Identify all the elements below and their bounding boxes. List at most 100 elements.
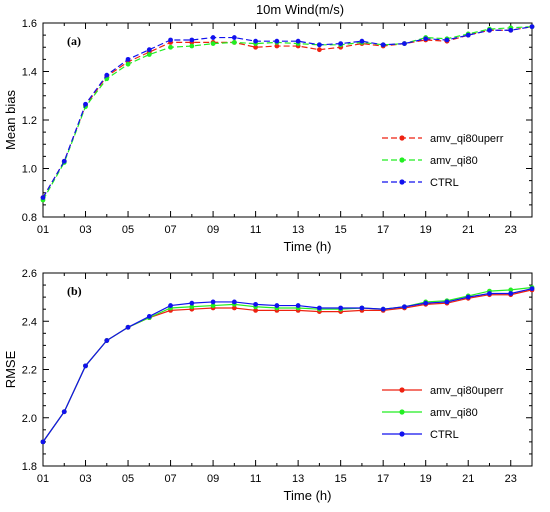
panel-b: 01 03 05 07 09 11 13 15 17 19 21 23 1.8 2.0 2.2 2.4 2.6 T… <box>3 268 535 503</box>
data-point-CTRL <box>508 291 514 296</box>
legend-marker-CTRL <box>399 179 405 185</box>
data-point-amv_qi80uperr <box>253 307 259 313</box>
x-tick-label: 03 <box>79 473 91 485</box>
data-point-CTRL <box>189 37 195 43</box>
legend-label: amv_qi80 <box>430 407 478 419</box>
panel-label: (b) <box>67 284 82 298</box>
series-line-CTRL <box>42 288 533 443</box>
data-point-CTRL <box>465 32 471 38</box>
data-point-CTRL <box>253 38 259 44</box>
y-axis-title: RMSE <box>3 350 18 388</box>
data-point-amv_qi80 <box>508 287 514 293</box>
legend-marker-amv_qi80 <box>399 409 405 415</box>
x-tick-label: 23 <box>505 473 517 485</box>
x-tick-label: 05 <box>122 473 134 485</box>
data-point-CTRL <box>465 294 471 300</box>
data-point-CTRL <box>253 301 259 307</box>
data-point-CTRL <box>210 35 216 40</box>
legend-label: amv_qi80 <box>430 155 478 167</box>
data-point-CTRL <box>231 299 237 305</box>
data-point-CTRL <box>83 363 88 369</box>
data-point-CTRL <box>444 299 450 305</box>
data-point-amv_qi80uperr <box>231 305 237 311</box>
y-tick-label: 0.8 <box>22 212 37 224</box>
data-point-CTRL <box>61 409 67 415</box>
x-tick-label: 19 <box>420 473 432 485</box>
x-tick-label: 09 <box>207 473 219 485</box>
data-point-amv_qi80uperr <box>253 44 259 50</box>
series-line-amv_qi80 <box>42 26 533 201</box>
y-tick-label: 2.2 <box>22 365 37 377</box>
x-tick-label: 07 <box>164 473 176 485</box>
legend-marker-amv_qi80uperr <box>399 387 405 393</box>
data-point-CTRL <box>359 38 365 44</box>
data-point-CTRL <box>274 38 280 44</box>
data-point-amv_qi80 <box>189 304 195 310</box>
data-point-CTRL <box>189 300 195 306</box>
panel-a: 01 03 05 07 09 11 13 15 17 19 21 23 0.8 1.0 1.2 1.4 1.6 T… <box>3 18 535 254</box>
data-point-amv_qi80 <box>168 44 173 50</box>
data-point-CTRL <box>423 36 429 42</box>
data-point-CTRL <box>61 158 67 164</box>
y-tick-label: 2.6 <box>22 268 37 280</box>
data-point-CTRL <box>274 303 280 308</box>
x-tick-label: 23 <box>505 224 517 236</box>
data-point-amv_qi80 <box>210 303 216 308</box>
data-point-CTRL <box>359 305 365 311</box>
x-tick-label: 03 <box>79 224 91 236</box>
y-axis-title: Mean bias <box>3 90 18 150</box>
data-point-amv_qi80 <box>125 61 131 67</box>
data-point-CTRL <box>295 38 301 44</box>
data-point-CTRL <box>104 72 110 78</box>
x-tick-label: 13 <box>292 224 304 236</box>
y-tick-label: 1.2 <box>22 115 37 127</box>
legend-marker-amv_qi80uperr <box>399 135 405 141</box>
data-point-CTRL <box>487 27 492 33</box>
data-point-CTRL <box>402 41 407 47</box>
series-line-amv_qi80uperr <box>42 289 533 443</box>
data-point-CTRL <box>104 338 110 343</box>
y-tick-label: 2.4 <box>22 316 37 328</box>
data-point-CTRL <box>40 195 46 201</box>
data-point-CTRL <box>125 56 131 62</box>
data-point-CTRL <box>125 324 131 330</box>
series-line-CTRL <box>42 26 533 198</box>
legend-marker-amv_qi80 <box>399 157 405 163</box>
data-point-amv_qi80uperr <box>316 47 322 53</box>
x-tick-label: 11 <box>250 473 261 485</box>
y-tick-label: 1.8 <box>22 461 37 473</box>
x-tick-label: 01 <box>37 473 49 485</box>
legend-label: amv_qi80uperr <box>430 133 504 145</box>
data-point-CTRL <box>168 303 173 308</box>
x-tick-label: 17 <box>377 224 389 236</box>
data-point-CTRL <box>316 42 322 48</box>
x-tick-label: 21 <box>462 473 474 485</box>
data-point-amv_qi80 <box>231 40 237 45</box>
data-point-amv_qi80 <box>146 52 152 57</box>
data-point-CTRL <box>529 24 535 30</box>
x-tick-label: 19 <box>420 224 432 236</box>
data-point-CTRL <box>146 47 152 53</box>
x-tick-label: 07 <box>164 224 176 236</box>
data-point-CTRL <box>231 35 237 40</box>
y-tick-label: 1.6 <box>22 18 37 30</box>
data-point-CTRL <box>338 305 344 311</box>
x-tick-label: 11 <box>250 224 261 236</box>
data-point-CTRL <box>146 314 152 319</box>
x-tick-label: 13 <box>292 473 304 485</box>
x-tick-label: 17 <box>377 473 389 485</box>
legend-label: amv_qi80uperr <box>430 385 504 397</box>
y-tick-label: 2.0 <box>22 413 37 425</box>
x-tick-label: 15 <box>335 224 347 236</box>
data-point-CTRL <box>529 286 535 292</box>
data-point-CTRL <box>210 299 216 305</box>
panel-label: (a) <box>67 34 81 48</box>
data-point-CTRL <box>380 306 386 312</box>
data-point-CTRL <box>508 27 514 33</box>
data-point-CTRL <box>40 439 46 445</box>
x-tick-label: 15 <box>335 473 347 485</box>
x-tick-label: 05 <box>122 224 134 236</box>
y-tick-label: 1.0 <box>22 164 37 176</box>
data-point-CTRL <box>380 42 386 48</box>
